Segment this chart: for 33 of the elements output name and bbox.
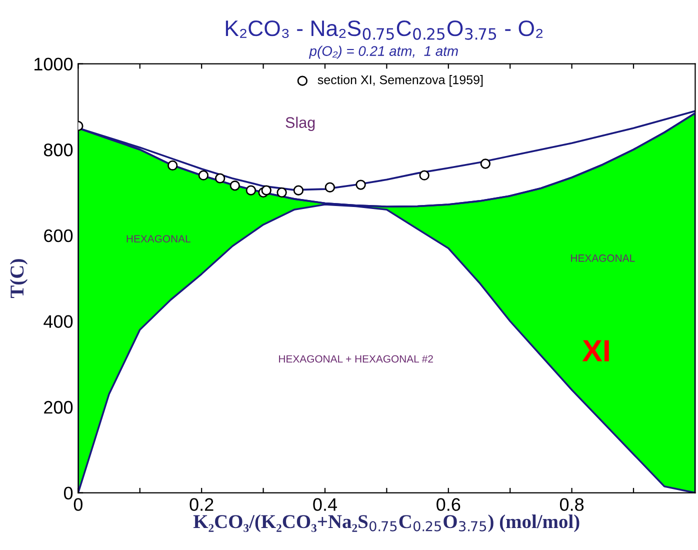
x-tick-label: 0.2 bbox=[190, 498, 214, 511]
y-tick-label: 1000 bbox=[34, 58, 73, 71]
x-tick-label: 0 bbox=[74, 498, 82, 511]
x-tick-label: 0.4 bbox=[313, 498, 338, 511]
point bbox=[276, 187, 287, 198]
point bbox=[198, 170, 209, 180]
point bbox=[293, 185, 304, 196]
x-tick-label: 0.6 bbox=[436, 498, 460, 511]
y-tick-label: 600 bbox=[44, 229, 73, 242]
x-axis-title: K₂CO₃/(K₂CO₃+Na₂S$_{0.75}$C$_{0.25}$O$_{3.75}$) (mol/mol) bbox=[193, 514, 580, 532]
point bbox=[230, 180, 240, 191]
y-tick-label: 800 bbox=[44, 144, 73, 156]
point bbox=[480, 158, 491, 169]
point bbox=[356, 180, 366, 190]
point bbox=[419, 170, 430, 180]
annotation: HEXAGONAL bbox=[126, 235, 190, 242]
point bbox=[246, 185, 256, 196]
y-tick-label: 400 bbox=[44, 315, 73, 328]
point bbox=[324, 182, 336, 192]
annotation: XI bbox=[582, 340, 609, 362]
legend-label: section XI, Semenzova [1959] bbox=[318, 75, 483, 87]
y-axis-title: T(C) bbox=[10, 259, 28, 298]
annotation: HEXAGONAL bbox=[571, 254, 635, 262]
point bbox=[167, 160, 178, 171]
point bbox=[215, 173, 226, 184]
y-tick-label: 0 bbox=[64, 486, 73, 500]
x-tick-label: 0.8 bbox=[560, 498, 584, 511]
y-tick-label: 200 bbox=[44, 400, 73, 414]
annotation: Slag bbox=[286, 116, 315, 131]
chart-title: K₂CO₃ - Na₂S$_{0.75}$C$_{0.25}$O$_{3.75}$ - O₂ bbox=[226, 20, 543, 40]
point bbox=[261, 185, 272, 196]
annotation: HEXAGONAL + HEXAGONAL #2 bbox=[279, 355, 433, 363]
chart-subtitle: p(O₂) = 0.21 atm, 1 atm bbox=[308, 46, 458, 59]
